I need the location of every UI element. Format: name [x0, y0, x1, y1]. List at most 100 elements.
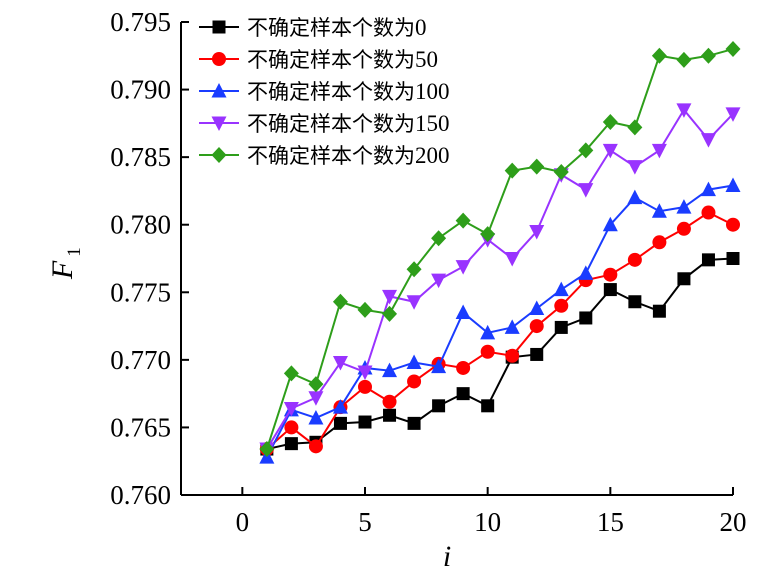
- series-200: [259, 41, 741, 458]
- legend-marker: [211, 147, 227, 163]
- legend-marker: [211, 116, 227, 131]
- legend-label-number: 50: [415, 47, 438, 72]
- data-point: [603, 267, 618, 282]
- x-tick-label: 10: [474, 507, 501, 537]
- legend-marker: [212, 20, 226, 34]
- data-point: [406, 261, 422, 278]
- data-point: [676, 103, 692, 118]
- data-point: [529, 158, 545, 175]
- legend-marker: [212, 52, 226, 66]
- data-point: [725, 177, 741, 193]
- data-point: [701, 253, 715, 267]
- data-point: [308, 439, 323, 454]
- data-point: [505, 348, 520, 363]
- y-tick-label: 0.790: [110, 75, 171, 105]
- legend-label-text: 不确定样本个数为: [247, 16, 415, 40]
- data-point: [676, 199, 692, 214]
- legend-entry: 不确定样本个数为150: [199, 111, 450, 136]
- legend-entry: 不确定样本个数为200: [199, 143, 450, 168]
- data-point: [358, 379, 372, 394]
- data-point: [431, 358, 447, 374]
- data-point: [332, 399, 348, 414]
- data-point: [578, 265, 594, 280]
- data-point: [700, 181, 716, 197]
- data-point: [333, 416, 347, 430]
- data-point: [700, 133, 716, 148]
- x-axis-title: i: [443, 540, 451, 573]
- data-point: [652, 235, 667, 250]
- legend-label-number: 100: [415, 79, 450, 104]
- series-layer: [259, 41, 741, 464]
- legend-label: 不确定样本个数为50: [247, 47, 438, 72]
- data-point: [602, 143, 618, 159]
- data-point: [504, 162, 520, 179]
- y-tick-label: 0.795: [110, 7, 171, 37]
- data-point: [554, 320, 568, 334]
- data-point: [553, 281, 569, 297]
- data-point: [358, 415, 372, 429]
- data-point: [456, 360, 471, 375]
- data-point: [652, 304, 666, 318]
- data-point: [603, 283, 617, 297]
- data-point: [481, 399, 495, 413]
- data-point: [627, 119, 643, 136]
- data-point: [407, 416, 421, 430]
- legend-label-number: 0: [415, 15, 427, 40]
- data-point: [284, 420, 299, 435]
- legend-label: 不确定样本个数为150: [247, 111, 450, 136]
- y-tick-label: 0.785: [110, 142, 171, 172]
- data-point: [455, 260, 471, 275]
- axes: 0.760 0.765 0.770 0.775 0.780 0.785 0.790 0.795…: [110, 7, 746, 537]
- data-point: [382, 394, 397, 409]
- y-axis-title-main: F: [46, 260, 79, 280]
- data-point: [628, 295, 642, 309]
- series-line: [266, 108, 734, 450]
- data-point: [651, 47, 667, 64]
- series-100: [259, 177, 741, 464]
- y-tick-label: 0.765: [110, 412, 171, 442]
- y-tick-label: 0.770: [110, 345, 171, 375]
- data-point: [382, 305, 398, 322]
- data-point: [725, 41, 741, 58]
- data-point: [480, 344, 495, 359]
- legend-entry: 不确定样本个数为0: [199, 15, 427, 40]
- data-point: [579, 311, 593, 325]
- data-point: [529, 300, 545, 316]
- x-tick-label: 20: [720, 507, 747, 537]
- data-point: [677, 272, 691, 286]
- x-tick-label: 15: [597, 507, 624, 537]
- data-point: [627, 189, 643, 205]
- data-point: [701, 205, 716, 220]
- data-point: [627, 160, 643, 175]
- legend-label-text: 不确定样本个数为: [247, 144, 415, 168]
- legend-label-text: 不确定样本个数为: [247, 112, 415, 136]
- data-point: [456, 387, 470, 401]
- data-point: [726, 252, 740, 265]
- data-point: [406, 295, 422, 310]
- data-point: [529, 319, 544, 334]
- legend-label-text: 不确定样本个数为: [247, 80, 415, 104]
- data-point: [455, 304, 471, 320]
- legend-label: 不确定样本个数为0: [247, 15, 427, 40]
- data-point: [382, 289, 398, 305]
- data-point: [259, 441, 275, 458]
- data-point: [308, 376, 324, 393]
- legend-label-number: 150: [415, 111, 450, 136]
- legend-label-number: 200: [415, 143, 450, 168]
- data-point: [308, 409, 324, 425]
- data-point: [627, 252, 642, 267]
- data-point: [529, 224, 545, 240]
- legend-label: 不确定样本个数为200: [247, 143, 450, 168]
- y-tick-label: 0.780: [110, 210, 171, 240]
- data-point: [284, 437, 298, 451]
- legend-entry: 不确定样本个数为100: [199, 79, 450, 104]
- data-point: [357, 365, 373, 381]
- data-point: [480, 324, 496, 340]
- y-axis-title-subscript: 1: [64, 247, 85, 257]
- data-point: [504, 319, 520, 334]
- data-point: [578, 142, 594, 159]
- data-point: [700, 47, 716, 64]
- data-point: [504, 252, 520, 267]
- data-point: [725, 107, 741, 122]
- y-axis-title: F 1: [46, 247, 85, 280]
